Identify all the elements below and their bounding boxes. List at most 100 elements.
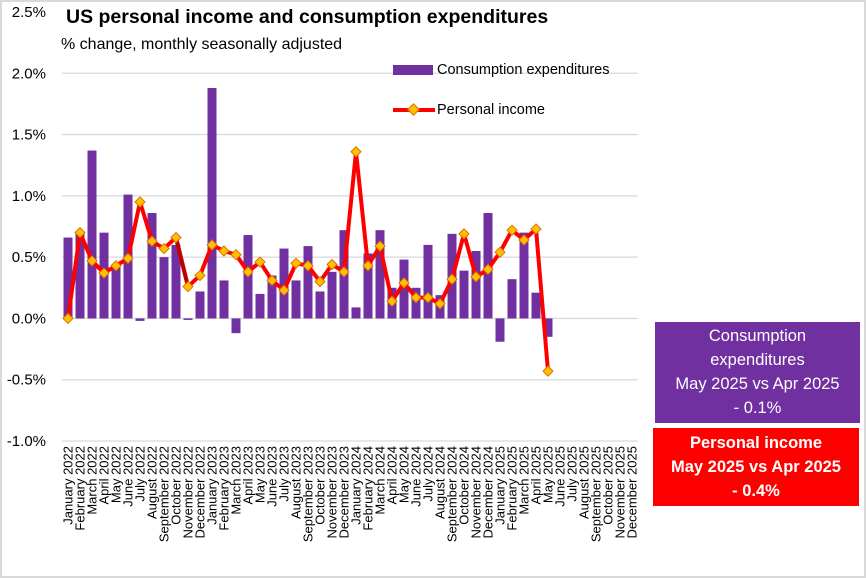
data-point-marker [458, 228, 470, 240]
bar [327, 271, 337, 319]
data-point-marker [470, 271, 482, 283]
bar [399, 259, 409, 319]
callout-line: May 2025 vs Apr 2025 [675, 375, 840, 393]
x-tick-label: May 2023 [253, 446, 268, 503]
x-tick-label: April 2023 [241, 446, 256, 505]
data-point-marker [338, 266, 350, 278]
data-point-marker [506, 224, 518, 236]
markers-personal-income [62, 146, 554, 377]
x-tick-label: February 2024 [361, 446, 376, 531]
diamond-marker-icon [407, 103, 420, 116]
bar [231, 318, 241, 334]
bar [279, 248, 289, 319]
bar [495, 318, 505, 342]
data-point-marker [278, 284, 290, 296]
bar [267, 275, 277, 319]
x-tick-label: February 2023 [217, 446, 232, 531]
x-tick-label: October 2025 [601, 446, 616, 525]
bar [519, 232, 529, 319]
x-tick-label: March 2025 [517, 446, 532, 515]
legend-swatch-bar [393, 65, 433, 75]
x-tick-label: November 2022 [181, 446, 196, 539]
bar [363, 253, 373, 319]
bar [183, 318, 193, 320]
legend-label: Consumption expenditures [437, 62, 610, 78]
x-tick-label: January 2024 [349, 446, 364, 525]
data-point-marker [98, 267, 110, 279]
bar [87, 150, 97, 319]
data-point-marker [518, 234, 530, 246]
data-point-marker [182, 280, 194, 293]
data-point-marker [494, 246, 506, 258]
x-tick-label: April 2024 [385, 446, 400, 505]
data-point-marker [134, 196, 146, 208]
x-tick-label: October 2023 [313, 446, 328, 525]
bar [75, 232, 85, 319]
x-tick-label: August 2025 [577, 446, 592, 519]
data-point-marker [482, 263, 494, 276]
x-tick-label: September 2022 [157, 446, 172, 542]
data-point-marker [158, 242, 170, 255]
legend-swatch-line [393, 103, 435, 117]
x-tick-label: March 2024 [373, 446, 388, 515]
data-point-marker [86, 255, 98, 267]
x-tick-label: September 2023 [301, 446, 316, 542]
x-tick-label: March 2022 [85, 446, 100, 515]
x-tick-label: December 2023 [337, 446, 352, 539]
x-tick-label: December 2022 [193, 446, 208, 539]
data-point-marker [422, 291, 434, 304]
y-tick-label: -1.0% [7, 433, 46, 450]
data-point-marker [530, 223, 542, 235]
y-tick-label: 2.5% [12, 4, 46, 21]
bar [291, 280, 301, 319]
x-tick-label: December 2025 [625, 446, 640, 539]
data-point-marker [434, 298, 446, 310]
x-tick-label: August 2023 [289, 446, 304, 519]
data-point-marker [398, 277, 410, 289]
data-point-marker [410, 291, 422, 304]
data-point-marker [374, 240, 386, 252]
x-tick-label: June 2022 [121, 446, 136, 507]
callout-line: expenditures [710, 351, 805, 369]
x-tick-label: March 2023 [229, 446, 244, 515]
x-tick-label: February 2022 [73, 446, 88, 531]
bar [459, 270, 469, 319]
x-tick-label: October 2022 [169, 446, 184, 525]
x-tick-label: August 2024 [433, 446, 448, 519]
x-tick-label: January 2025 [493, 446, 508, 525]
data-point-marker [386, 295, 398, 307]
y-tick-label: 1.5% [12, 127, 46, 144]
x-tick-label: July 2022 [133, 446, 148, 502]
bar [171, 244, 181, 319]
data-point-marker [350, 146, 362, 158]
bar [315, 291, 325, 319]
bar [507, 279, 517, 319]
x-tick-label: August 2022 [145, 446, 160, 519]
income-line-segment [174, 235, 190, 289]
data-point-marker [194, 269, 206, 282]
x-tick-label: September 2024 [445, 446, 460, 542]
x-tick-label: April 2022 [97, 446, 112, 505]
data-point-marker [146, 235, 158, 247]
y-axis: 2.5% 2.0% 1.5% 1.0% 0.5% 0.0% -0.5% -1.0% [7, 4, 46, 450]
x-tick-label: December 2024 [481, 446, 496, 539]
y-tick-label: 2.0% [12, 65, 46, 82]
bar [207, 87, 217, 319]
data-point-marker [326, 258, 338, 271]
x-tick-label: November 2025 [613, 446, 628, 539]
data-point-marker [362, 260, 374, 272]
data-point-marker [230, 248, 242, 261]
data-point-marker [170, 231, 182, 244]
x-tick-label: June 2025 [553, 446, 568, 507]
x-tick-label: July 2023 [277, 446, 292, 502]
bar [195, 291, 205, 319]
data-point-marker [302, 260, 314, 272]
data-point-marker [206, 239, 218, 251]
x-tick-label: June 2023 [265, 446, 280, 507]
chart-subtitle: % change, monthly seasonally adjusted [61, 36, 343, 53]
bar [135, 318, 145, 321]
data-point-marker [266, 274, 278, 287]
callout-line: - 0.1% [733, 399, 782, 417]
bar [531, 292, 541, 319]
data-point-marker [446, 273, 458, 285]
